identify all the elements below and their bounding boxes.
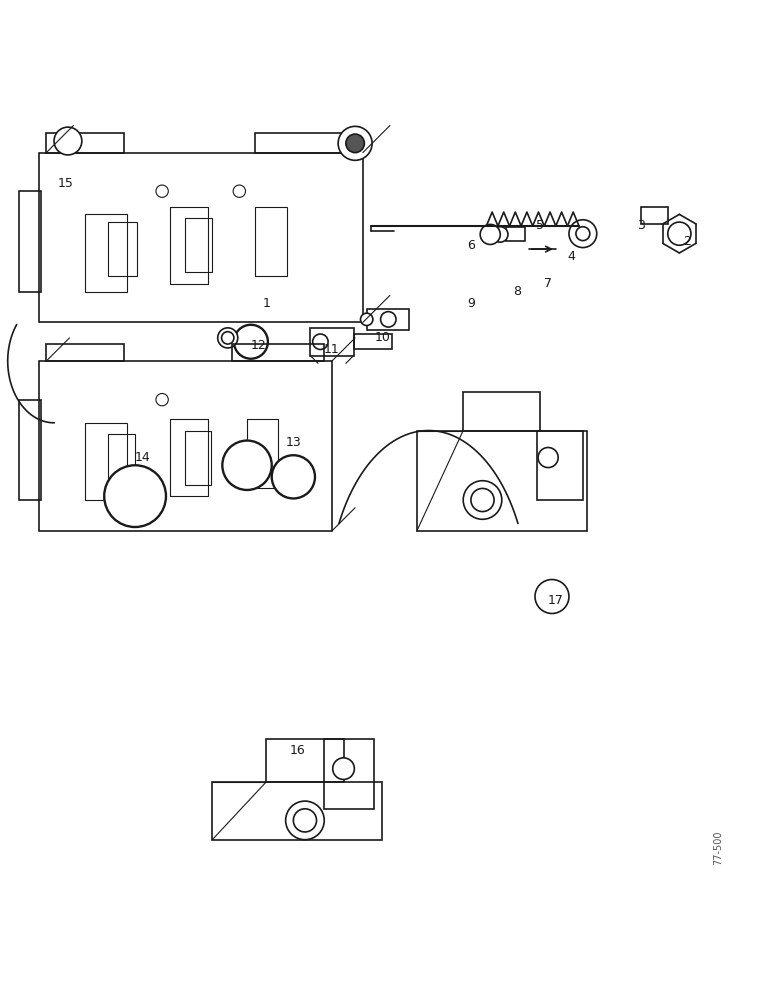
Bar <box>266 739 344 782</box>
Bar <box>537 431 583 500</box>
Text: 4: 4 <box>567 250 575 263</box>
Text: 77-500: 77-500 <box>713 830 723 865</box>
Bar <box>255 133 363 153</box>
Circle shape <box>333 758 354 779</box>
Text: 6: 6 <box>467 239 475 252</box>
Bar <box>641 207 668 224</box>
Circle shape <box>156 185 168 197</box>
Circle shape <box>480 224 500 244</box>
Circle shape <box>104 465 166 527</box>
Text: 17: 17 <box>548 594 564 607</box>
Circle shape <box>569 220 597 248</box>
Bar <box>85 214 127 292</box>
Circle shape <box>346 134 364 153</box>
Text: 2: 2 <box>683 235 691 248</box>
Bar <box>170 419 208 496</box>
Text: 1: 1 <box>262 297 270 310</box>
Bar <box>108 434 135 488</box>
Bar <box>367 309 409 330</box>
Bar <box>170 207 208 284</box>
Bar <box>185 431 211 485</box>
Bar <box>46 133 124 153</box>
Circle shape <box>463 481 502 519</box>
Circle shape <box>540 584 564 609</box>
Bar <box>39 153 363 322</box>
Circle shape <box>233 185 245 197</box>
Circle shape <box>493 227 508 242</box>
Text: 11: 11 <box>324 343 340 356</box>
Circle shape <box>668 222 691 245</box>
Bar <box>232 344 324 361</box>
Text: 16: 16 <box>290 744 305 757</box>
Circle shape <box>218 328 238 348</box>
Bar <box>247 419 278 488</box>
Text: 13: 13 <box>286 436 301 449</box>
Circle shape <box>222 441 272 490</box>
Circle shape <box>535 580 569 613</box>
Bar <box>255 207 287 276</box>
Text: 15: 15 <box>58 177 73 190</box>
Text: 3: 3 <box>637 219 645 232</box>
Text: 14: 14 <box>135 451 151 464</box>
Circle shape <box>313 334 328 349</box>
Bar <box>19 191 41 292</box>
Circle shape <box>222 332 234 344</box>
Circle shape <box>361 313 373 326</box>
Bar <box>46 344 124 361</box>
Circle shape <box>381 312 396 327</box>
Circle shape <box>54 127 82 155</box>
Bar <box>185 218 212 272</box>
Bar <box>417 431 587 531</box>
Circle shape <box>286 801 324 840</box>
Circle shape <box>538 448 558 468</box>
Text: 12: 12 <box>251 339 266 352</box>
Circle shape <box>576 227 590 241</box>
Bar <box>108 222 137 276</box>
Text: 7: 7 <box>544 277 552 290</box>
Bar <box>39 361 332 531</box>
Circle shape <box>156 393 168 406</box>
Circle shape <box>471 488 494 512</box>
Circle shape <box>272 455 315 498</box>
Text: 5: 5 <box>537 219 544 232</box>
Circle shape <box>59 132 77 150</box>
Bar <box>85 423 127 500</box>
Text: 8: 8 <box>513 285 521 298</box>
Circle shape <box>234 325 268 359</box>
Bar <box>354 334 392 349</box>
Bar <box>463 392 540 431</box>
Circle shape <box>293 809 317 832</box>
Text: 9: 9 <box>467 297 475 310</box>
Text: 10: 10 <box>374 331 390 344</box>
Bar <box>324 739 374 809</box>
Bar <box>310 328 354 356</box>
Bar <box>506 227 525 241</box>
Bar <box>19 400 41 500</box>
Circle shape <box>338 126 372 160</box>
Bar <box>212 782 382 840</box>
